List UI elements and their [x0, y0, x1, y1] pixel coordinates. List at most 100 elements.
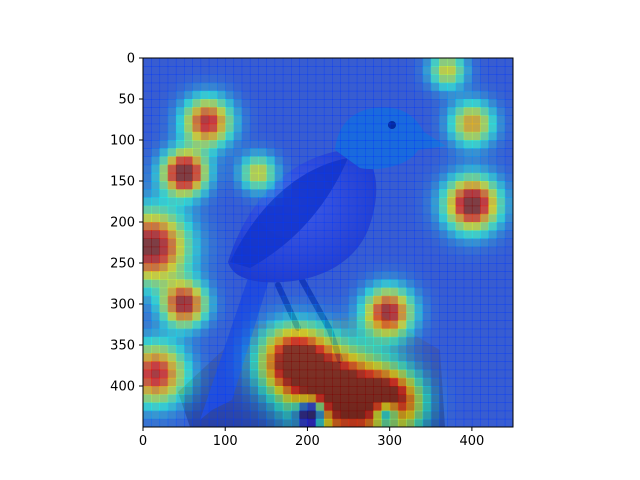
heatmap-cell: [299, 361, 309, 371]
heatmap-cell: [225, 197, 235, 207]
heatmap-cell: [258, 58, 267, 67]
heatmap-cell: [414, 345, 424, 354]
heatmap-cell: [480, 304, 489, 313]
heatmap-cell: [340, 123, 350, 133]
heatmap-cell: [258, 312, 267, 322]
heatmap-cell: [463, 312, 473, 322]
heatmap-cell: [463, 66, 473, 76]
heatmap-cell: [175, 115, 185, 125]
heatmap-cell: [406, 99, 415, 108]
heatmap-cell: [381, 66, 391, 76]
heatmap-cell: [184, 74, 193, 84]
heatmap-cell: [332, 238, 341, 248]
heatmap-cell: [225, 66, 235, 76]
heatmap-cell: [225, 320, 235, 330]
heatmap-cell: [323, 140, 333, 149]
heatmap-cell: [397, 394, 407, 404]
heatmap-cell: [373, 164, 383, 174]
heatmap-cell: [496, 377, 506, 387]
heatmap-cell: [365, 263, 374, 272]
heatmap-cell: [192, 82, 202, 92]
heatmap-cell: [258, 394, 267, 404]
heatmap-cell: [249, 107, 259, 117]
heatmap-cell: [496, 197, 506, 207]
heatmap-cell: [406, 213, 415, 223]
heatmap-cell: [307, 140, 317, 149]
heatmap-cell: [365, 238, 374, 248]
heatmap-cell: [274, 246, 284, 256]
heatmap-cell: [447, 410, 457, 420]
heatmap-cell: [175, 197, 185, 207]
heatmap-cell: [315, 99, 325, 108]
heatmap-cell: [414, 418, 424, 427]
heatmap-cell: [422, 369, 432, 379]
heatmap-cell: [217, 386, 226, 395]
heatmap-cell: [217, 172, 226, 182]
heatmap-cell: [151, 123, 161, 133]
heatmap-cell: [315, 336, 325, 346]
heatmap-cell: [422, 263, 432, 272]
heatmap-cell: [266, 238, 276, 248]
heatmap-cell: [200, 189, 210, 199]
heatmap-cell: [397, 345, 407, 354]
heatmap-cell: [430, 90, 440, 100]
heatmap-cell: [315, 254, 325, 264]
heatmap-cell: [463, 295, 473, 305]
heatmap-cell: [389, 189, 399, 199]
heatmap-cell: [266, 345, 276, 354]
heatmap-cell: [291, 361, 300, 371]
heatmap-cell: [406, 140, 415, 149]
heatmap-cell: [200, 123, 210, 133]
y-tick-label: 0: [127, 52, 135, 67]
heatmap-cell: [389, 172, 399, 182]
heatmap-cell: [471, 90, 481, 100]
heatmap-cell: [447, 328, 457, 338]
heatmap-cell: [241, 328, 251, 338]
heatmap-cell: [241, 402, 251, 412]
heatmap-cell: [381, 58, 391, 67]
heatmap-cell: [463, 304, 473, 313]
heatmap-cell: [208, 123, 218, 133]
heatmap-cell: [389, 181, 399, 190]
heatmap-cell: [348, 263, 358, 272]
heatmap-cell: [373, 304, 383, 313]
heatmap-cell: [348, 205, 358, 215]
heatmap-cell: [167, 263, 177, 272]
heatmap-cell: [200, 279, 210, 289]
heatmap-cell: [143, 140, 152, 149]
heatmap-cell: [184, 246, 193, 256]
heatmap-cell: [389, 369, 399, 379]
heatmap-cell: [291, 123, 300, 133]
heatmap-cell: [315, 90, 325, 100]
heatmap-cell: [274, 107, 284, 117]
heatmap-cell: [447, 386, 457, 395]
heatmap-cell: [414, 123, 424, 133]
heatmap-cell: [496, 238, 506, 248]
heatmap-cell: [496, 320, 506, 330]
heatmap-cell: [151, 345, 161, 354]
heatmap-cell: [365, 377, 374, 387]
heatmap-cell: [184, 418, 193, 427]
heatmap-cell: [307, 386, 317, 395]
heatmap-cell: [266, 369, 276, 379]
heatmap-cell: [225, 410, 235, 420]
heatmap-cell: [167, 295, 177, 305]
heatmap-cell: [496, 181, 506, 190]
heatmap-cell: [249, 74, 259, 84]
heatmap-cell: [266, 90, 276, 100]
heatmap-cell: [332, 328, 341, 338]
heatmap-cell: [233, 90, 243, 100]
heatmap-cell: [389, 279, 399, 289]
heatmap-cell: [447, 361, 457, 371]
heatmap-cell: [447, 115, 457, 125]
heatmap-cell: [291, 279, 300, 289]
heatmap-cell: [455, 386, 465, 395]
heatmap-cell: [414, 320, 424, 330]
heatmap-cell: [299, 295, 309, 305]
heatmap-cell: [455, 328, 465, 338]
heatmap-cell: [315, 369, 325, 379]
heatmap-cell: [356, 197, 366, 207]
heatmap-cell: [307, 205, 317, 215]
heatmap-cell: [315, 402, 325, 412]
heatmap-cell: [307, 90, 317, 100]
